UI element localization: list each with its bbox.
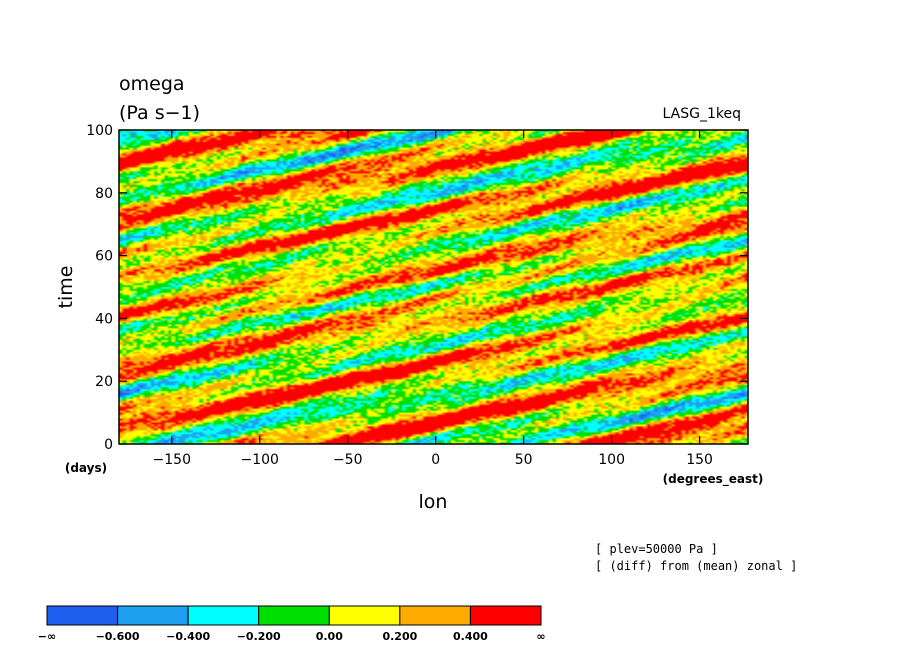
colorbar-label: ∞ <box>536 630 545 643</box>
colorbar-label: 0.00 <box>316 630 343 643</box>
chart-units: (Pa s−1) <box>119 102 200 124</box>
colorbar-swatch <box>46 605 119 626</box>
colorbar: −∞ −0.600 −0.400 −0.200 0.00 0.200 0.400 ∞ <box>38 605 546 643</box>
colorbar-swatch <box>399 605 471 626</box>
heatmap-field <box>119 130 748 444</box>
y-tick-label: 20 <box>95 374 113 390</box>
colorbar-label: 0.200 <box>382 630 417 643</box>
x-tick-label: 50 <box>515 452 533 468</box>
colorbar-label: −0.600 <box>96 630 140 643</box>
x-tick-label: 100 <box>598 452 625 468</box>
colorbar-label: −∞ <box>38 630 56 643</box>
x-tick-label: 0 <box>431 452 440 468</box>
y-axis-label: time <box>55 266 77 309</box>
plot-frame <box>118 129 749 445</box>
note-plev: [ plev=50000 Pa ] <box>595 542 718 556</box>
x-axis-units: (degrees_east) <box>663 472 764 487</box>
x-tick-label: −100 <box>241 452 279 468</box>
colorbar-swatch <box>258 605 330 626</box>
note-diff: [ (diff) from (mean) zonal ] <box>595 559 797 573</box>
y-tick-label: 40 <box>95 311 113 327</box>
x-tick-label: 150 <box>686 452 713 468</box>
colorbar-label: 0.400 <box>453 630 488 643</box>
y-tick-label: 100 <box>86 123 113 139</box>
colorbar-swatch <box>328 605 401 626</box>
model-label: LASG_1keq <box>663 106 741 122</box>
colorbar-swatch <box>187 605 260 626</box>
colorbar-swatch <box>117 605 189 626</box>
x-axis-ticks: −150 −100 −50 0 50 100 150 <box>153 130 713 468</box>
x-tick-label: −50 <box>333 452 363 468</box>
heatmap-image <box>119 130 748 444</box>
x-tick-label: −150 <box>153 452 191 468</box>
y-tick-label: 60 <box>95 249 113 265</box>
y-tick-label: 80 <box>95 186 113 202</box>
y-axis-units: (days) <box>65 461 107 475</box>
colorbar-label: −0.200 <box>237 630 281 643</box>
colorbar-swatch <box>469 605 542 626</box>
y-axis-ticks: 0 20 40 60 80 100 <box>86 123 748 453</box>
x-axis-label: lon <box>419 491 448 513</box>
colorbar-label: −0.400 <box>166 630 210 643</box>
y-tick-label: 0 <box>104 437 113 453</box>
chart-title: omega <box>119 73 185 95</box>
